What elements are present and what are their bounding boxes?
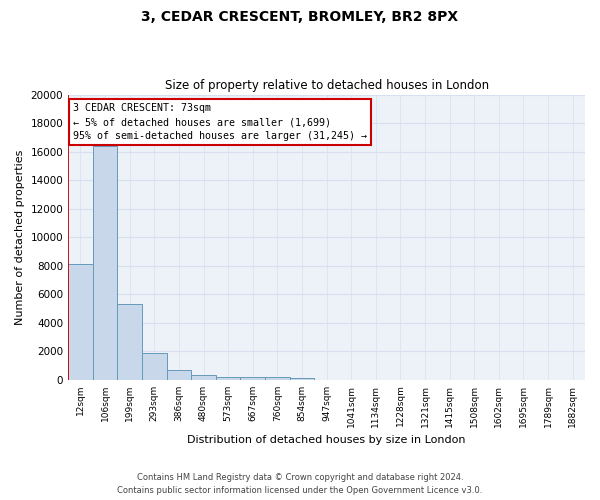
Bar (93, 146, 118, 380)
Bar (290, 378, 314, 380)
Bar (142, 354, 167, 380)
Bar (241, 377, 265, 380)
Title: Size of property relative to detached houses in London: Size of property relative to detached ho… (164, 79, 488, 92)
Y-axis label: Number of detached properties: Number of detached properties (15, 150, 25, 325)
Bar (118, 304, 142, 380)
Text: 3 CEDAR CRESCENT: 73sqm
← 5% of detached houses are smaller (1,699)
95% of semi-: 3 CEDAR CRESCENT: 73sqm ← 5% of detached… (73, 103, 367, 141)
Text: Contains HM Land Registry data © Crown copyright and database right 2024.
Contai: Contains HM Land Registry data © Crown c… (118, 474, 482, 495)
Text: 3, CEDAR CRESCENT, BROMLEY, BR2 8PX: 3, CEDAR CRESCENT, BROMLEY, BR2 8PX (142, 10, 458, 24)
Bar (216, 376, 241, 380)
Bar (191, 376, 216, 380)
X-axis label: Distribution of detached houses by size in London: Distribution of detached houses by size … (187, 435, 466, 445)
Bar (68, 264, 93, 380)
Bar (265, 378, 290, 380)
Bar (167, 370, 191, 380)
